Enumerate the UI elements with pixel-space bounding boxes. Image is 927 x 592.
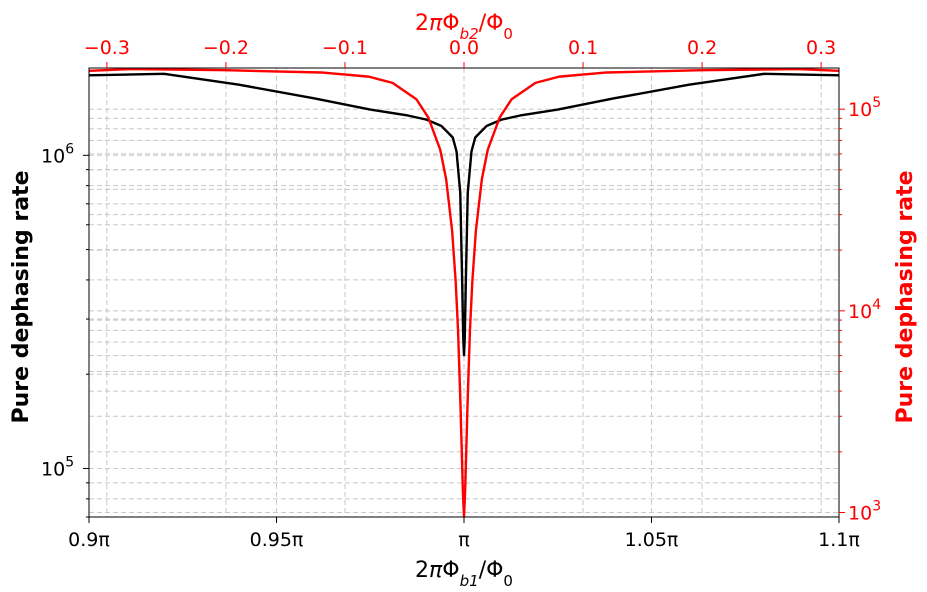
top-tick-label: 0.1: [568, 37, 598, 59]
right-axis-label: Pure dephasing rate: [893, 171, 918, 424]
bottom-tick-label: 1.1π: [818, 529, 860, 551]
top-tick-label: −0.1: [322, 37, 368, 59]
top-tick-label: 0.0: [449, 37, 479, 59]
top-axis-label: 2πΦb2/Φ0: [415, 11, 513, 43]
bottom-axis-label: 2πΦb1/Φ0: [415, 558, 513, 590]
top-tick-label: 0.3: [806, 37, 836, 59]
tick-layer: 0.9π 0.95π π 1.05π 1.1π −0.3 −0.2 −0.1 0.0 0.1 0.2…: [41, 37, 881, 551]
top-tick-label: −0.3: [84, 37, 130, 59]
bottom-tick-label: 0.95π: [250, 529, 304, 551]
right-tick-label: 105: [848, 95, 881, 121]
grid-lines: [88, 68, 840, 518]
bottom-tick-label: π: [458, 529, 469, 551]
left-tick-label: 106: [41, 141, 74, 167]
left-tick-label: 105: [41, 454, 74, 480]
right-tick-label: 104: [848, 297, 881, 323]
series-line-1: [89, 72, 839, 357]
top-tick-label: 0.2: [687, 37, 717, 59]
top-tick-label: −0.2: [203, 37, 249, 59]
series-line-2: [89, 68, 839, 517]
left-axis-label: Pure dephasing rate: [9, 171, 34, 424]
bottom-tick-label: 1.05π: [625, 529, 679, 551]
bottom-tick-label: 0.9π: [68, 529, 110, 551]
right-tick-label: 103: [848, 499, 881, 525]
series-layer: [89, 68, 839, 517]
